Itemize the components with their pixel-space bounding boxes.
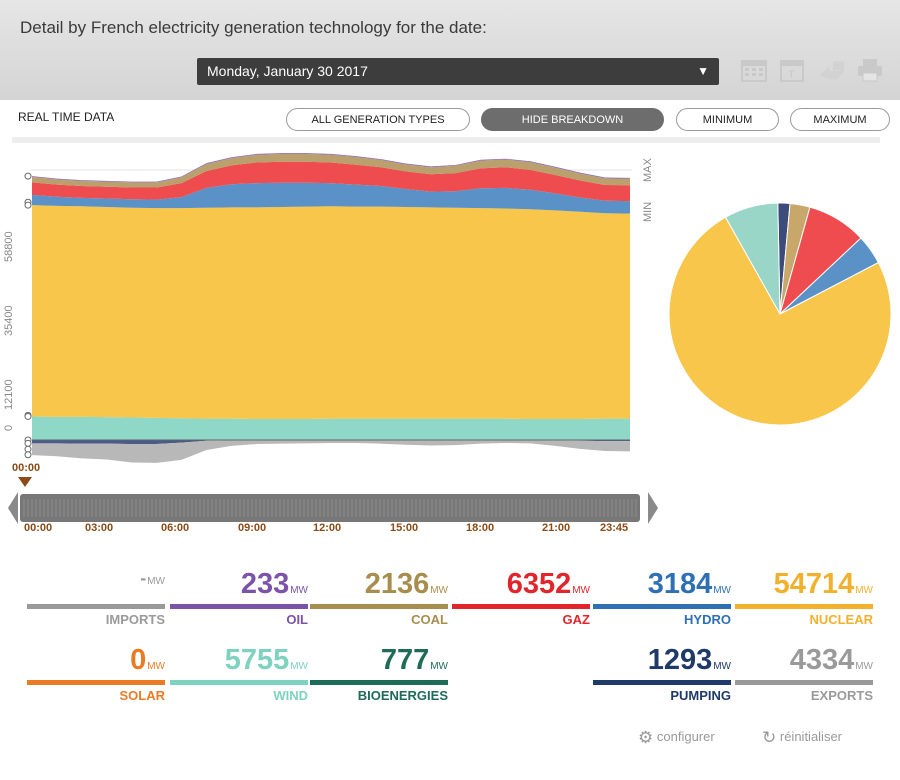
stat-wind: 5755MW WIND — [170, 644, 308, 704]
stat-value: 777MW — [380, 644, 448, 676]
timeline-tick-label: 09:00 — [238, 522, 267, 534]
stat-exports: 4334MW EXPORTS — [735, 644, 873, 704]
stat-label: SOLAR — [119, 688, 166, 703]
header-bar: Detail by French electricity generation … — [0, 0, 900, 100]
calendar-icon[interactable] — [740, 56, 768, 84]
refresh-icon: ↻ — [762, 728, 777, 747]
all-generation-types-button[interactable]: ALL GENERATION TYPES — [286, 108, 470, 131]
area-oil[interactable] — [32, 153, 630, 183]
stat-value: 54714MW — [773, 568, 873, 600]
stat-nuclear: 54714MW NUCLEAR — [735, 568, 873, 628]
axis-marker — [24, 172, 32, 180]
stat-label: IMPORTS — [105, 612, 165, 627]
timeline-cursor-icon[interactable] — [18, 477, 32, 488]
real-time-data-label: REAL TIME DATA — [18, 110, 115, 124]
stat-pumping: 1293MW PUMPING — [593, 644, 731, 704]
stat-label: OIL — [286, 612, 308, 627]
stat-label: COAL — [411, 612, 448, 627]
stat-value: 3184MW — [647, 568, 731, 600]
stat-color-bar — [735, 680, 873, 685]
timeline-tick-label: 21:00 — [542, 522, 571, 534]
svg-text:T: T — [788, 69, 795, 81]
chevron-down-icon: ▼ — [697, 64, 709, 78]
stat-color-bar — [452, 604, 590, 609]
stat-color-bar — [310, 604, 448, 609]
stat-color-bar — [735, 604, 873, 609]
reset-label: réinitialiser — [779, 729, 843, 744]
area-hydro[interactable] — [32, 182, 630, 214]
stat-label: GAZ — [562, 612, 590, 627]
minimum-button[interactable]: MINIMUM — [676, 108, 779, 131]
hide-breakdown-button[interactable]: HIDE BREAKDOWN — [481, 108, 664, 131]
axis-marker — [24, 201, 32, 209]
stat-value: 233MW — [240, 568, 308, 600]
timeline-tick-label: 18:00 — [466, 522, 495, 534]
timeline-right-arrow-icon[interactable] — [648, 492, 658, 524]
stat-bioenergies: 777MW BIOENERGIES — [310, 644, 448, 704]
stat-color-bar — [170, 680, 308, 685]
divider — [12, 137, 880, 143]
timeline-tick-label: 00:00 — [24, 522, 53, 534]
stat-value: 5755MW — [224, 644, 308, 676]
stat-value: 4334MW — [789, 644, 873, 676]
area-coal[interactable] — [32, 154, 630, 188]
axis-marker — [24, 451, 32, 459]
stat-solar: 0MW SOLAR — [27, 644, 165, 704]
area-gaz[interactable] — [32, 161, 630, 202]
stat-gaz: 6352MW GAZ — [452, 568, 590, 628]
stat-coal: 2136MW COAL — [310, 568, 448, 628]
stat-oil: 233MW OIL — [170, 568, 308, 628]
pie-slice-wind[interactable] — [724, 202, 781, 315]
timeline-tick-label: 03:00 — [85, 522, 114, 534]
stat-value: 1293MW — [647, 644, 731, 676]
stat-color-bar — [27, 604, 165, 609]
stat-value: 6352MW — [506, 568, 590, 600]
timeline-tick-label: 12:00 — [313, 522, 342, 534]
timeline-slider[interactable] — [8, 490, 658, 526]
stat-color-bar — [593, 680, 731, 685]
axis-marker — [24, 439, 32, 447]
stat-label: NUCLEAR — [809, 612, 873, 627]
timeline-track[interactable] — [20, 494, 640, 522]
gear-icon: ⚙ — [638, 728, 654, 747]
stat-value: 0MW — [130, 644, 165, 676]
area-nuclear[interactable] — [32, 205, 630, 420]
stat-value: 2136MW — [364, 568, 448, 600]
pie-slice-nuclear[interactable] — [668, 216, 892, 426]
timeline-cursor-label: 00:00 — [12, 462, 41, 474]
calendar-today-icon[interactable]: T — [778, 56, 806, 84]
stat-color-bar — [593, 604, 731, 609]
area-pumping[interactable] — [32, 440, 630, 445]
axis-marker — [24, 412, 32, 420]
configure-link[interactable]: ⚙ configurer — [638, 728, 715, 748]
stat-label: PUMPING — [670, 688, 731, 703]
generation-area-chart[interactable] — [0, 145, 650, 475]
stat-imports: -MW IMPORTS — [27, 568, 165, 628]
generation-pie-chart[interactable] — [660, 190, 900, 435]
timeline-left-arrow-icon[interactable] — [8, 492, 18, 524]
export-icon[interactable] — [818, 56, 846, 84]
date-select[interactable]: Monday, January 30 2017 ▼ — [197, 58, 719, 85]
stat-hydro: 3184MW HYDRO — [593, 568, 731, 628]
stat-value: -MW — [140, 568, 165, 588]
timeline-tick-label: 06:00 — [161, 522, 190, 534]
stat-color-bar — [170, 604, 308, 609]
stat-color-bar — [27, 680, 165, 685]
timeline-tick-label: 23:45 — [600, 522, 629, 534]
stat-label: EXPORTS — [810, 688, 873, 703]
stat-label: BIOENERGIES — [357, 688, 448, 703]
page-title: Detail by French electricity generation … — [20, 18, 487, 37]
area-exports[interactable] — [32, 440, 630, 463]
date-select-value: Monday, January 30 2017 — [207, 63, 368, 79]
stat-color-bar — [310, 680, 448, 685]
reset-link[interactable]: ↻ réinitialiser — [762, 728, 842, 748]
maximum-button[interactable]: MAXIMUM — [790, 108, 890, 131]
area-wind[interactable] — [32, 416, 630, 440]
stat-label: WIND — [273, 688, 308, 703]
stat-label: HYDRO — [684, 612, 731, 627]
timeline-tick-label: 15:00 — [390, 522, 419, 534]
configure-label: configurer — [656, 729, 715, 744]
print-icon[interactable] — [856, 56, 884, 84]
timeline-hatch — [23, 499, 637, 517]
